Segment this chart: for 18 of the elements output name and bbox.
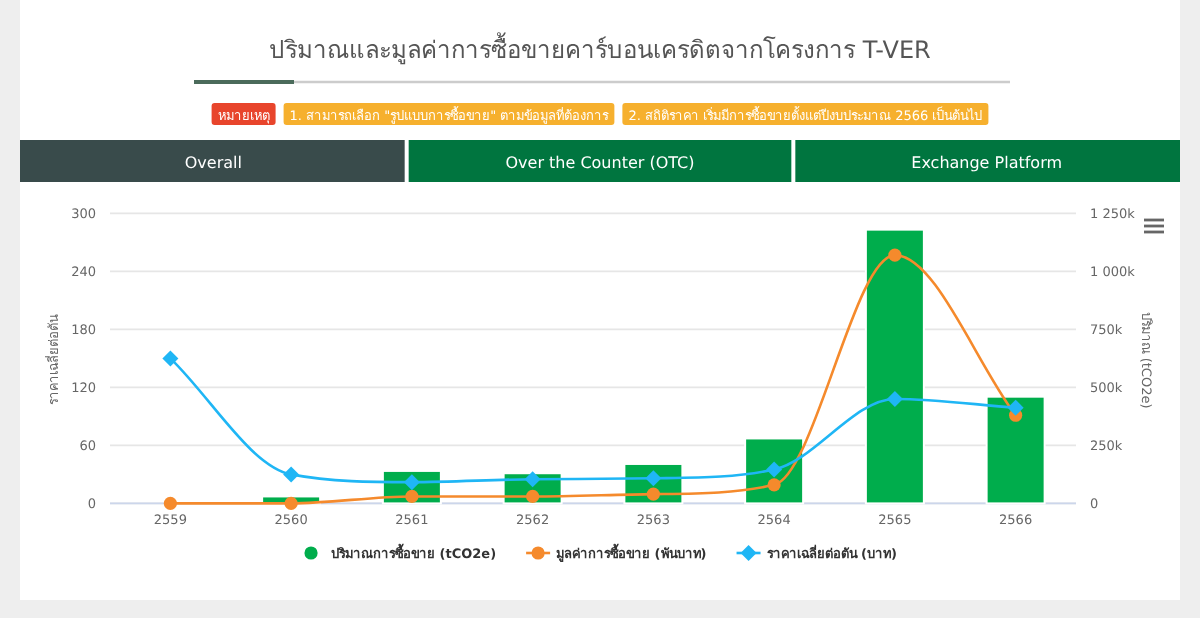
bar — [985, 395, 1046, 505]
text: Exchange Platform — [911, 154, 1063, 172]
text: Over the Counter (OTC) — [505, 154, 695, 172]
point — [526, 489, 540, 504]
point — [405, 489, 419, 504]
point — [646, 487, 660, 501]
point — [886, 391, 903, 407]
point — [283, 466, 300, 483]
text: Overall — [184, 154, 242, 172]
bar — [864, 228, 925, 505]
point — [767, 478, 781, 492]
chart-title: ปริมาณและมูลค่าการซื้อขายคาร์บอนเครดิตจากโครงการ T-VER — [269, 32, 931, 66]
point — [284, 496, 298, 510]
point — [163, 496, 177, 510]
point — [888, 248, 902, 262]
point — [524, 471, 541, 488]
point — [1007, 399, 1024, 416]
point — [162, 350, 179, 367]
